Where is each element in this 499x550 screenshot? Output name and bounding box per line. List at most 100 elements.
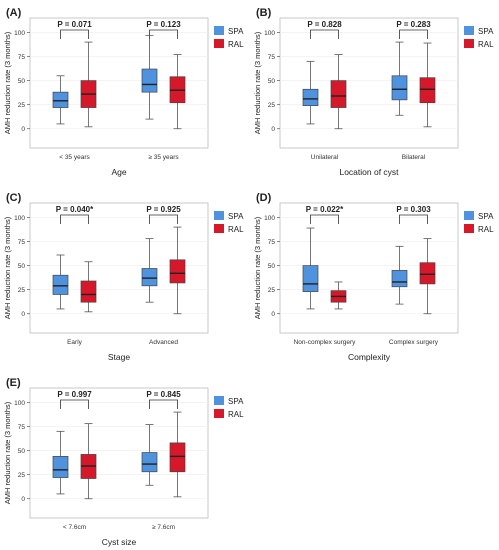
box-spa [302,265,319,292]
legend-label: SPA [478,27,494,36]
panel-label: (D) [256,192,272,204]
x-tick-label: Advanced [149,339,178,346]
y-tick-label: 75 [18,54,26,61]
p-value-label: P = 0.303 [396,205,431,214]
box-ral [169,442,186,473]
significance-bracket [149,214,178,224]
box-ral [80,280,97,303]
y-tick-label: 0 [271,126,275,133]
panel-label: (A) [6,7,22,19]
box-spa [141,268,158,287]
box-spa [302,88,319,106]
box-ral [419,77,436,104]
p-value-label: P = 0.845 [146,390,181,399]
p-value-label: P = 0.022* [306,205,344,214]
significance-bracket [399,214,428,224]
y-axis-label: AMH reduction rate (3 months) [3,216,12,319]
box-spa [141,452,158,473]
significance-bracket [310,29,339,39]
y-tick-label: 0 [21,496,25,503]
legend-swatch-spa [214,26,224,35]
legend-swatch-ral [464,39,474,48]
box-spa [391,270,408,288]
panel-label: (B) [256,7,272,19]
x-axis-label: Cyst size [102,537,137,547]
y-axis-label: AMH reduction rate (3 months) [3,401,12,504]
y-tick-label: 100 [14,215,25,222]
x-tick-label: Early [67,339,83,346]
y-tick-label: 50 [268,263,276,270]
significance-bracket [149,29,178,39]
legend-swatch-spa [214,211,224,220]
y-tick-label: 50 [268,78,276,85]
legend-label: SPA [228,27,244,36]
legend-label: SPA [478,212,494,221]
significance-bracket [149,399,178,409]
legend-label: RAL [478,40,494,49]
legend-label: RAL [228,410,244,419]
significance-bracket [399,29,428,39]
p-value-label: P = 0.040* [56,205,94,214]
y-tick-label: 25 [268,102,276,109]
y-tick-label: 100 [264,215,275,222]
legend-label: RAL [478,225,494,234]
x-tick-label: Unilateral [311,154,339,161]
y-tick-label: 75 [18,424,26,431]
x-tick-label: Complex surgery [389,339,439,346]
y-tick-label: 75 [18,239,26,246]
panel-label: (E) [6,377,21,389]
y-tick-label: 25 [268,287,276,294]
box-spa [52,456,69,478]
y-tick-label: 50 [18,448,26,455]
box-spa [52,274,69,295]
p-value-label: P = 0.071 [57,20,92,29]
x-tick-label: Bilateral [402,154,426,161]
x-tick-label: < 35 years [59,154,90,161]
significance-bracket [60,399,89,409]
box-ral [330,80,347,108]
legend-swatch-spa [464,211,474,220]
y-tick-label: 25 [18,472,26,479]
y-axis-label: AMH reduction rate (3 months) [3,31,12,134]
box-spa [141,68,158,93]
y-tick-label: 75 [268,239,276,246]
box-spa [391,75,408,101]
significance-bracket [60,29,89,39]
significance-bracket [60,214,89,224]
box-ral [419,262,436,285]
legend-label: SPA [228,397,244,406]
y-tick-label: 100 [264,30,275,37]
x-axis-label: Location of cyst [339,167,399,177]
x-axis-label: Complexity [348,352,391,362]
y-tick-label: 50 [18,263,26,270]
p-value-label: P = 0.925 [146,205,181,214]
box-spa [52,91,69,108]
y-tick-label: 100 [14,400,25,407]
x-tick-label: ≥ 35 years [148,154,179,161]
legend-swatch-ral [464,224,474,233]
legend-label: SPA [228,212,244,221]
x-tick-label: ≥ 7.6cm [152,524,175,531]
y-tick-label: 100 [14,30,25,37]
y-tick-label: 0 [271,311,275,318]
legend-label: RAL [228,40,244,49]
y-tick-label: 0 [21,126,25,133]
y-axis-label: AMH reduction rate (3 months) [253,31,262,134]
y-axis-label: AMH reduction rate (3 months) [253,216,262,319]
y-tick-label: 25 [18,102,26,109]
legend-label: RAL [228,225,244,234]
box-ral [169,259,186,284]
legend-swatch-ral [214,224,224,233]
p-value-label: P = 0.283 [396,20,431,29]
x-tick-label: < 7.6cm [63,524,86,531]
legend-swatch-ral [214,39,224,48]
x-axis-label: Stage [108,352,130,362]
legend-swatch-spa [214,396,224,405]
x-axis-label: Age [111,167,126,177]
x-tick-label: Non-complex surgery [294,339,357,346]
